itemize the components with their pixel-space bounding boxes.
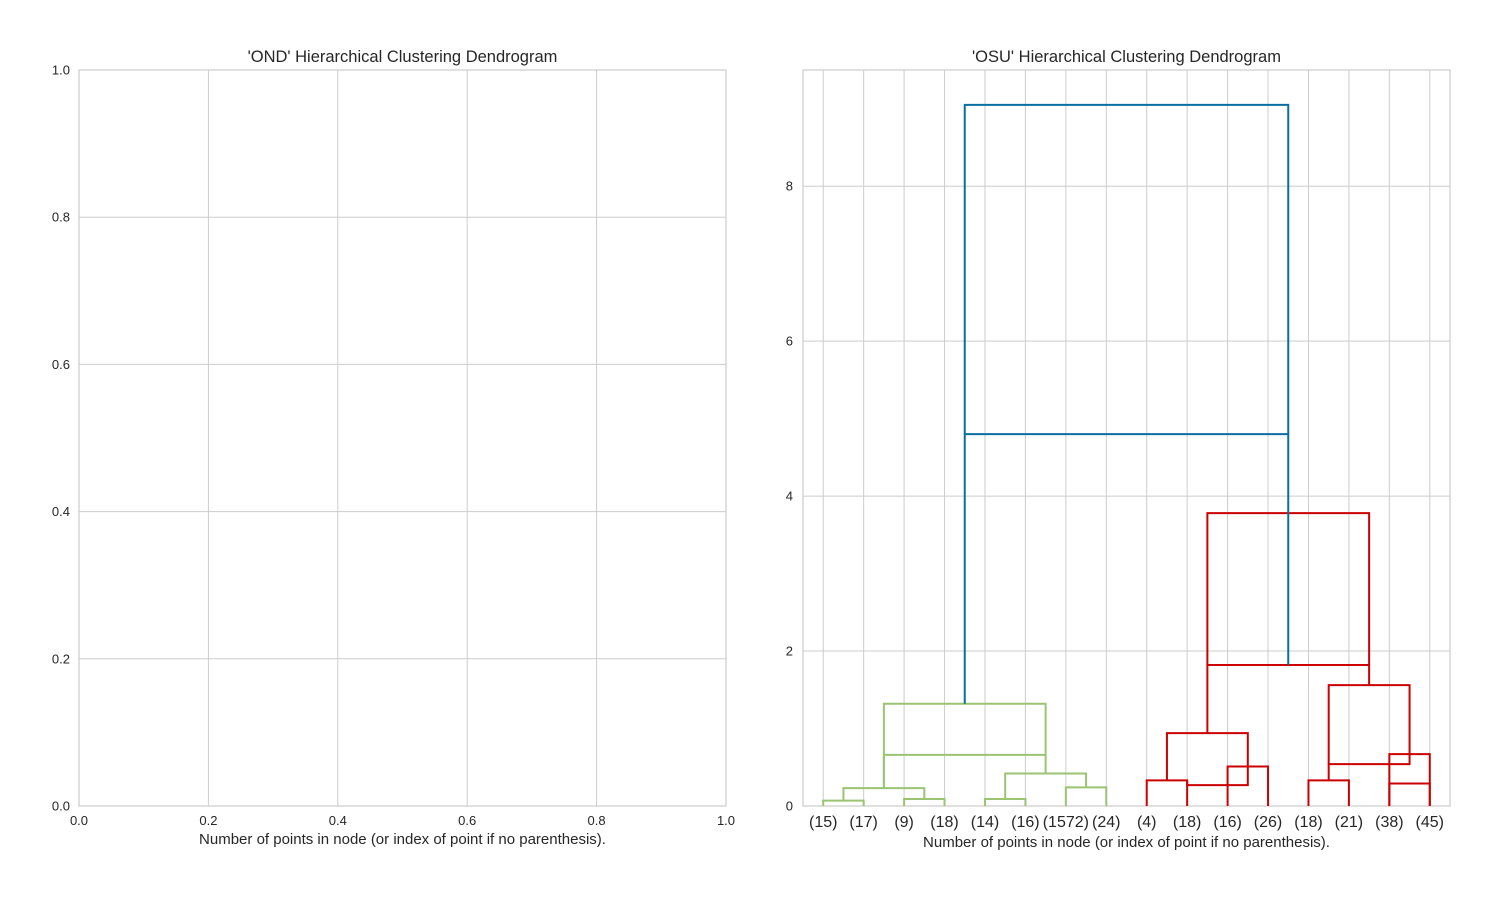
ond-x-tick-labels: 0.0 0.2 0.4 0.6 0.8 1.0 <box>70 813 735 828</box>
osu-dendrogram-link <box>1145 779 1189 806</box>
ond-y-tick-label: 0.0 <box>52 799 70 814</box>
ond-x-tick-label: 0.4 <box>329 813 347 828</box>
ond-y-tick-label: 0.6 <box>52 357 70 372</box>
osu-y-tick-label: 8 <box>786 179 793 194</box>
osu-leaf-label: (38) <box>1375 814 1403 831</box>
osu-dendrogram-link <box>903 798 946 806</box>
osu-leaf-label: (15) <box>809 814 837 831</box>
ond-x-tick-label: 0.6 <box>458 813 476 828</box>
ond-plot-frame <box>78 69 727 807</box>
osu-leaf-label: (24) <box>1092 814 1120 831</box>
osu-leaf-label: (17) <box>849 814 877 831</box>
ond-y-tick-labels: 0.0 0.2 0.4 0.6 0.8 1.0 <box>52 63 70 814</box>
osu-dendrogram-link <box>1165 732 1249 781</box>
osu-dendrogram-link <box>1327 754 1411 781</box>
osu-leaf-label: (21) <box>1335 814 1363 831</box>
osu-x-axis-label: Number of points in node (or index of po… <box>923 834 1330 851</box>
osu-plot-frame <box>802 69 1451 807</box>
osu-gridlines <box>803 70 1450 806</box>
osu-y-tick-label: 0 <box>786 799 793 814</box>
osu-chart-title: 'OSU' Hierarchical Clustering Dendrogram <box>972 48 1281 66</box>
osu-y-tick-label: 2 <box>786 644 793 659</box>
osu-dendrogram-link <box>822 799 865 806</box>
osu-dendrogram-links <box>822 103 1431 806</box>
ond-x-tick-label: 1.0 <box>717 813 735 828</box>
ond-y-tick-label: 1.0 <box>52 63 70 78</box>
osu-dendrogram-link <box>983 798 1027 806</box>
ond-x-tick-label: 0.0 <box>70 813 88 828</box>
osu-leaf-label: (16) <box>1011 814 1039 831</box>
osu-dendrogram-link <box>882 753 1047 789</box>
osu-leaf-label: (18) <box>1173 814 1201 831</box>
ond-y-tick-label: 0.8 <box>52 210 70 225</box>
osu-dendrogram-link <box>1064 786 1108 806</box>
ond-x-tick-label: 0.8 <box>588 813 606 828</box>
osu-y-tick-label: 4 <box>786 489 793 504</box>
osu-leaf-label: (18) <box>930 814 958 831</box>
ond-y-tick-label: 0.2 <box>52 651 70 666</box>
ond-x-tick-label: 0.2 <box>199 813 217 828</box>
ond-dendrogram-panel: 0.0 0.2 0.4 0.6 0.8 1.0 0.0 0.2 0.4 0.6 0.8 1.0 'O… <box>52 48 735 848</box>
ond-y-tick-label: 0.4 <box>52 504 70 519</box>
osu-dendrogram-link <box>1307 779 1350 806</box>
osu-leaf-label: (26) <box>1254 814 1282 831</box>
osu-leaf-labels: (15) (17) (9) (18) (14) (16) (1572) (24) (4) (18)… <box>809 814 1444 831</box>
osu-leaf-label: (18) <box>1294 814 1322 831</box>
ond-chart-title: 'OND' Hierarchical Clustering Dendrogram <box>248 48 558 66</box>
osu-leaf-label: (14) <box>971 814 999 831</box>
ond-x-axis-label: Number of points in node (or index of po… <box>199 831 606 848</box>
osu-y-tick-labels: 0 2 4 6 8 <box>786 179 793 814</box>
osu-dendrogram-link <box>963 433 1290 704</box>
osu-y-tick-label: 6 <box>786 334 793 349</box>
osu-dendrogram-link <box>1004 772 1088 800</box>
ond-gridlines <box>78 69 727 807</box>
osu-dendrogram-link <box>882 702 1047 789</box>
osu-dendrogram-link <box>1206 663 1371 734</box>
osu-leaf-label: (9) <box>894 814 914 831</box>
osu-dendrogram-link <box>963 103 1290 435</box>
osu-leaf-label: (45) <box>1416 814 1444 831</box>
osu-leaf-label: (4) <box>1137 814 1157 831</box>
osu-leaf-label: (1572) <box>1043 814 1089 831</box>
osu-dendrogram-link <box>1327 684 1411 765</box>
osu-leaf-label: (16) <box>1213 814 1241 831</box>
osu-dendrogram-link <box>1186 766 1249 787</box>
osu-dendrogram-link <box>1388 782 1431 806</box>
